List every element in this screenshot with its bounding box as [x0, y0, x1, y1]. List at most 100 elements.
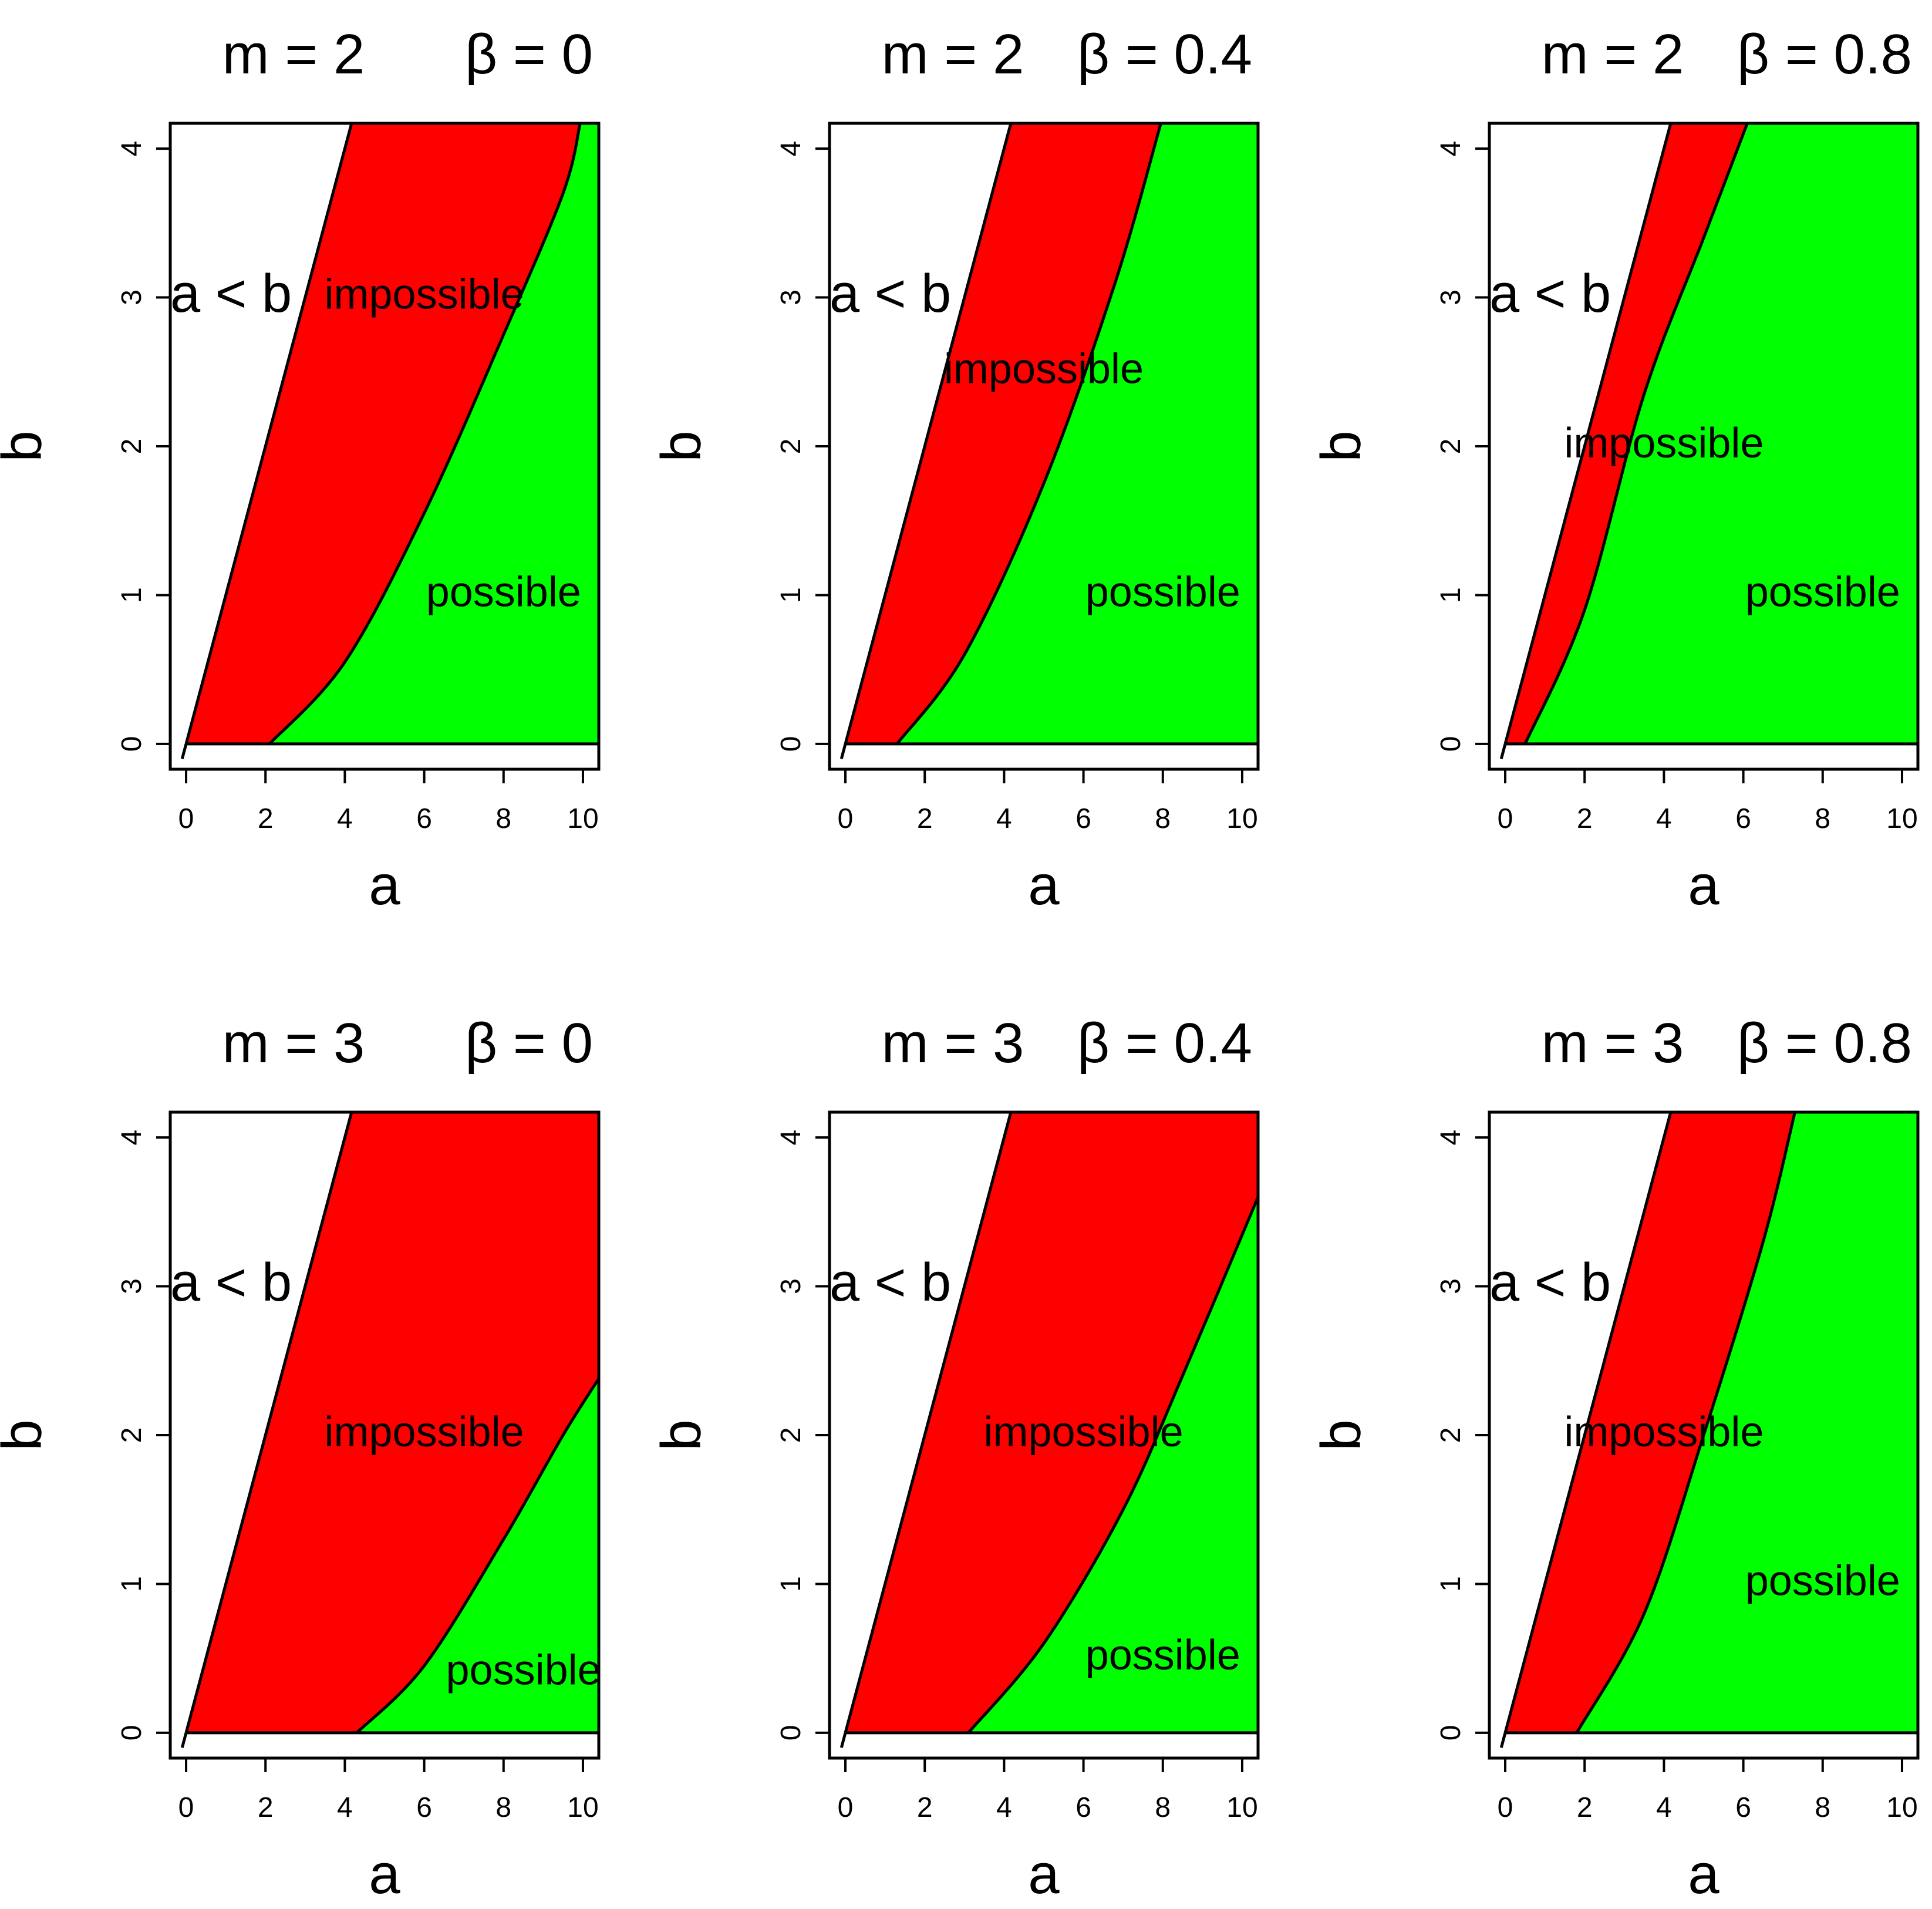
- x-tick-label: 6: [416, 1792, 432, 1823]
- line-extension: [180, 743, 188, 759]
- x-axis-label: a: [1028, 1843, 1060, 1905]
- x-tick-label: 10: [1226, 803, 1257, 834]
- title-beta: β = 0: [465, 1012, 593, 1075]
- x-tick-label: 10: [1226, 1792, 1257, 1823]
- boundary-line-b-equals-a: [184, 123, 353, 745]
- boundary-line-b-equals-a: [844, 1112, 1013, 1733]
- y-tick-label: 1: [116, 587, 147, 603]
- title-m: m = 3: [882, 1012, 1024, 1075]
- x-tick-label: 8: [495, 1792, 511, 1823]
- x-tick-label: 0: [1498, 1792, 1513, 1823]
- x-tick-label: 6: [416, 803, 432, 834]
- y-tick-label: 3: [776, 289, 807, 305]
- x-axis-label: a: [1688, 854, 1719, 917]
- x-tick-label: 8: [1155, 803, 1171, 834]
- y-tick-label: 4: [776, 141, 807, 157]
- boundary-line-b-equals-a: [844, 123, 1013, 745]
- title-beta: β = 0: [465, 23, 593, 86]
- x-tick-label: 8: [495, 803, 511, 834]
- possible-region: [356, 1378, 599, 1733]
- x-tick-label: 0: [178, 803, 194, 834]
- y-tick-label: 2: [116, 439, 147, 454]
- y-tick-label: 3: [116, 289, 147, 305]
- plot-area: [839, 123, 1258, 759]
- y-axis-label: b: [650, 1419, 713, 1450]
- x-tick-label: 8: [1815, 1792, 1830, 1823]
- y-tick-label: 1: [1435, 587, 1466, 603]
- region-label-a-less-b: a < b: [830, 264, 951, 324]
- region-label-impossible: impossible: [325, 271, 524, 318]
- y-axis-label: b: [1310, 430, 1373, 462]
- x-tick-label: 0: [178, 1792, 194, 1823]
- y-tick-label: 3: [116, 1278, 147, 1294]
- possible-region: [269, 123, 599, 744]
- title-beta: β = 0.8: [1737, 1012, 1912, 1075]
- x-tick-label: 10: [1886, 1792, 1917, 1823]
- region-label-possible: possible: [446, 1647, 601, 1694]
- x-axis-label: a: [369, 854, 400, 917]
- x-tick-label: 6: [1075, 1792, 1091, 1823]
- boundary-curve: [895, 123, 1162, 745]
- x-tick-label: 2: [258, 1792, 274, 1823]
- y-tick-label: 4: [116, 1130, 147, 1146]
- x-tick-label: 6: [1735, 1792, 1751, 1823]
- y-tick-label: 2: [1435, 1427, 1466, 1443]
- x-tick-label: 0: [1498, 803, 1513, 834]
- x-tick-label: 2: [258, 803, 274, 834]
- plot-area: [180, 123, 599, 759]
- region-label-a-less-b: a < b: [1489, 264, 1611, 324]
- x-tick-label: 2: [917, 803, 933, 834]
- boundary-curve: [1523, 123, 1749, 745]
- plot-area: [1499, 123, 1918, 759]
- title-m: m = 2: [882, 23, 1024, 86]
- impossible-region: [845, 123, 1161, 744]
- line-extension: [1499, 1732, 1507, 1748]
- x-tick-label: 10: [1886, 803, 1917, 834]
- region-label-a-less-b: a < b: [1489, 1253, 1611, 1312]
- region-label-a-less-b: a < b: [830, 1253, 951, 1312]
- title-beta: β = 0.4: [1077, 23, 1252, 86]
- y-tick-label: 2: [776, 439, 807, 454]
- y-tick-label: 2: [116, 1427, 147, 1443]
- y-tick-label: 0: [116, 1725, 147, 1741]
- x-tick-label: 0: [838, 803, 854, 834]
- possible-region: [1525, 123, 1918, 744]
- y-axis-label: b: [650, 430, 713, 462]
- impossible-region: [186, 1112, 599, 1733]
- x-tick-label: 4: [1656, 1792, 1672, 1823]
- x-tick-label: 4: [996, 1792, 1012, 1823]
- boundary-line-b-equals-a: [1503, 123, 1673, 745]
- x-tick-label: 2: [1577, 803, 1593, 834]
- x-tick-label: 4: [996, 803, 1012, 834]
- x-tick-label: 4: [1656, 803, 1672, 834]
- y-tick-label: 1: [776, 1576, 807, 1592]
- y-tick-label: 3: [1435, 1278, 1466, 1294]
- boundary-curve: [268, 123, 582, 745]
- title-m: m = 3: [222, 1012, 365, 1075]
- x-tick-label: 6: [1075, 803, 1091, 834]
- y-axis-label: b: [0, 430, 53, 462]
- boundary-line-b-equals-a: [184, 1112, 353, 1733]
- boundary-curve: [967, 1196, 1258, 1734]
- x-axis-label: a: [1688, 1843, 1719, 1905]
- region-label-impossible: impossible: [325, 1409, 524, 1456]
- region-label-impossible: impossible: [1564, 1409, 1764, 1456]
- y-axis-label: b: [0, 1419, 53, 1450]
- y-axis-label: b: [1310, 1419, 1373, 1450]
- y-tick-label: 1: [116, 1576, 147, 1592]
- region-label-impossible: impossible: [1564, 420, 1764, 467]
- plot-area: [1499, 1112, 1918, 1748]
- x-tick-label: 4: [337, 803, 353, 834]
- impossible-region: [1505, 1112, 1795, 1733]
- y-tick-label: 0: [1435, 1725, 1466, 1741]
- x-tick-label: 8: [1155, 1792, 1171, 1823]
- line-extension: [1499, 743, 1507, 759]
- y-tick-label: 4: [776, 1130, 807, 1146]
- x-tick-label: 10: [567, 803, 598, 834]
- impossible-region: [845, 1112, 1258, 1733]
